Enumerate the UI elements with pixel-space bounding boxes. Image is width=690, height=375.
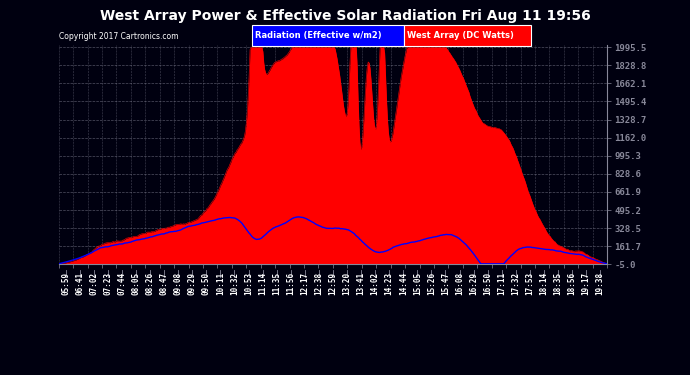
Text: 10:53: 10:53 xyxy=(244,272,253,295)
Text: 12:17: 12:17 xyxy=(300,272,309,295)
Text: 08:05: 08:05 xyxy=(132,272,141,295)
Text: 08:26: 08:26 xyxy=(146,272,155,295)
Text: 14:23: 14:23 xyxy=(385,272,394,295)
Text: 18:14: 18:14 xyxy=(540,272,549,295)
Text: 09:50: 09:50 xyxy=(202,272,211,295)
Text: 14:44: 14:44 xyxy=(399,272,408,295)
Text: 16:50: 16:50 xyxy=(483,272,492,295)
Text: 16:08: 16:08 xyxy=(455,272,464,295)
Text: 16:29: 16:29 xyxy=(469,272,478,295)
Text: 10:11: 10:11 xyxy=(216,272,225,295)
Text: 19:17: 19:17 xyxy=(582,272,591,295)
Text: 18:56: 18:56 xyxy=(568,272,577,295)
Text: 13:41: 13:41 xyxy=(357,272,366,295)
Text: 15:47: 15:47 xyxy=(441,272,450,295)
Text: 09:29: 09:29 xyxy=(188,272,197,295)
Text: 14:02: 14:02 xyxy=(371,272,380,295)
Text: Radiation (Effective w/m2): Radiation (Effective w/m2) xyxy=(255,31,382,40)
Text: 15:26: 15:26 xyxy=(427,272,436,295)
Text: 12:59: 12:59 xyxy=(328,272,337,295)
Text: West Array Power & Effective Solar Radiation Fri Aug 11 19:56: West Array Power & Effective Solar Radia… xyxy=(99,9,591,23)
Text: 17:11: 17:11 xyxy=(497,272,506,295)
Text: 07:44: 07:44 xyxy=(117,272,126,295)
Text: 19:38: 19:38 xyxy=(595,272,604,295)
Text: Copyright 2017 Cartronics.com: Copyright 2017 Cartronics.com xyxy=(59,32,178,41)
Text: 05:59: 05:59 xyxy=(61,272,70,295)
Text: 18:35: 18:35 xyxy=(553,272,562,295)
Text: 11:35: 11:35 xyxy=(272,272,281,295)
Text: 12:38: 12:38 xyxy=(315,272,324,295)
Text: 13:20: 13:20 xyxy=(342,272,351,295)
Text: 06:41: 06:41 xyxy=(75,272,84,295)
Text: 11:14: 11:14 xyxy=(258,272,267,295)
Text: West Array (DC Watts): West Array (DC Watts) xyxy=(407,31,514,40)
Text: 08:47: 08:47 xyxy=(159,272,168,295)
Text: 09:08: 09:08 xyxy=(174,272,183,295)
Text: 07:02: 07:02 xyxy=(89,272,98,295)
Text: 15:05: 15:05 xyxy=(413,272,422,295)
Text: 07:23: 07:23 xyxy=(104,272,112,295)
Text: 17:32: 17:32 xyxy=(511,272,520,295)
Text: 10:32: 10:32 xyxy=(230,272,239,295)
Text: 11:56: 11:56 xyxy=(286,272,295,295)
Text: 17:53: 17:53 xyxy=(525,272,534,295)
